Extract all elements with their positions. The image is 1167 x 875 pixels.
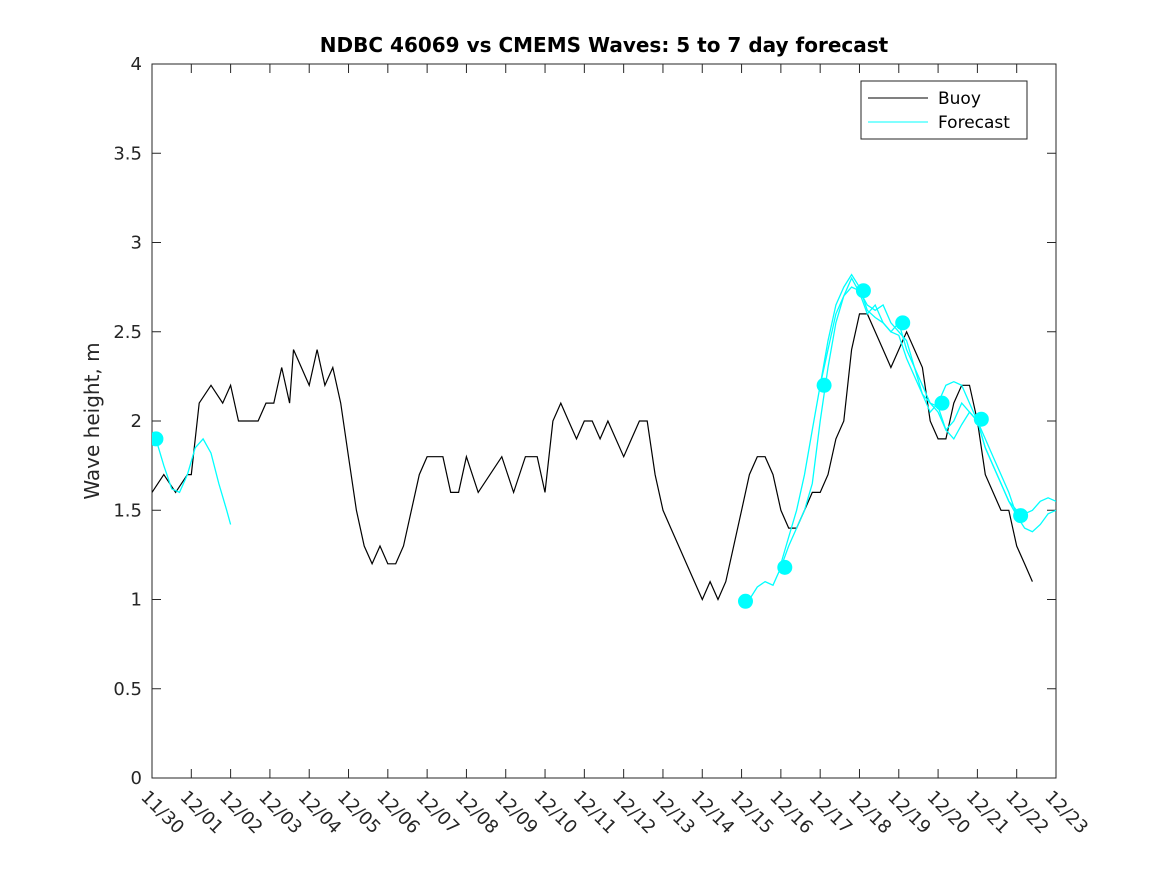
y-tick-label: 0	[131, 768, 142, 789]
x-tick-label: 12/23	[1040, 787, 1092, 839]
forecast-marker	[777, 559, 793, 575]
y-tick-label: 3	[131, 233, 142, 254]
legend: Buoy Forecast	[860, 80, 1028, 140]
x-tick-label: 12/10	[530, 787, 582, 839]
series-layer	[152, 273, 1056, 609]
forecast-marker	[152, 431, 164, 447]
x-tick-label: 12/18	[844, 787, 896, 839]
x-tick-label: 12/04	[294, 787, 346, 839]
x-tick-label: 12/05	[333, 787, 385, 839]
x-tick-label: 12/07	[412, 787, 464, 839]
x-tick-label: 12/03	[254, 787, 306, 839]
x-tick-label: 12/20	[923, 787, 975, 839]
y-tick-label: 1	[131, 590, 142, 611]
x-tick-label: 12/11	[569, 787, 621, 839]
x-tick-label: 12/01	[176, 787, 228, 839]
y-tick-label: 4	[131, 54, 142, 75]
y-tick-label: 0.5	[113, 679, 142, 700]
x-tick-label: 12/02	[215, 787, 267, 839]
plot-area: 00.511.522.533.5411/3012/0112/0212/0312/…	[113, 54, 1092, 838]
legend-buoy-label: Buoy	[938, 89, 981, 109]
x-tick-label: 12/17	[805, 787, 857, 839]
forecast-marker	[1013, 508, 1029, 524]
y-tick-label: 1.5	[113, 500, 142, 521]
x-tick-label: 12/12	[608, 787, 660, 839]
forecast-marker	[816, 377, 832, 393]
x-tick-label: 12/21	[962, 787, 1014, 839]
forecast-marker	[855, 283, 871, 299]
x-tick-label: 12/19	[883, 787, 935, 839]
y-tick-label: 2.5	[113, 322, 142, 343]
forecast-series-line	[155, 437, 232, 525]
forecast-marker	[934, 395, 950, 411]
x-tick-label: 12/13	[647, 787, 699, 839]
y-tick-label: 2	[131, 411, 142, 432]
x-tick-label: 12/15	[726, 787, 778, 839]
forecast-marker	[973, 411, 989, 427]
buoy-series-line	[152, 313, 1033, 601]
x-tick-label: 12/08	[451, 787, 503, 839]
forecast-marker	[737, 593, 753, 609]
y-tick-label: 3.5	[113, 143, 142, 164]
x-tick-label: 11/30	[136, 787, 188, 839]
x-tick-label: 12/16	[765, 787, 817, 839]
axes-box	[151, 63, 1057, 779]
y-axis-label: Wave height, m	[80, 342, 104, 499]
x-tick-label: 12/14	[687, 787, 739, 839]
chart-title: NDBC 46069 vs CMEMS Waves: 5 to 7 day fo…	[320, 33, 889, 57]
legend-box	[860, 80, 1028, 140]
legend-forecast-label: Forecast	[938, 113, 1010, 133]
x-tick-label: 12/22	[1001, 787, 1053, 839]
x-tick-label: 12/06	[372, 787, 424, 839]
forecast-marker	[895, 315, 911, 331]
x-tick-label: 12/09	[490, 787, 542, 839]
